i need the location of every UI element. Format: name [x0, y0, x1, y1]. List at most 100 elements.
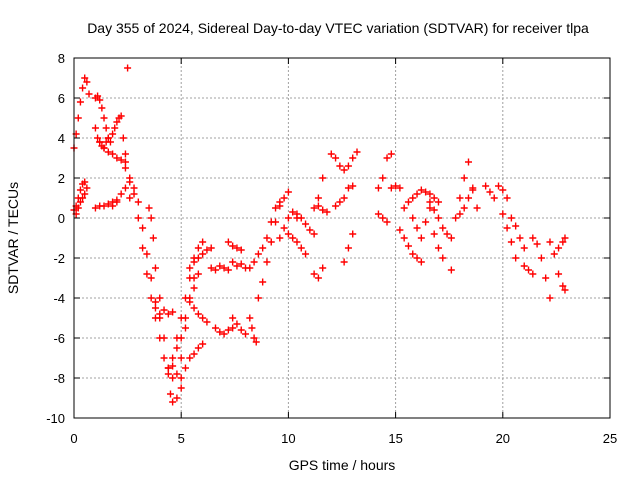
data-point	[111, 124, 119, 132]
data-point	[340, 258, 348, 266]
data-point	[229, 314, 237, 322]
y-tick-label: -2	[53, 251, 65, 266]
data-point	[561, 286, 569, 294]
series-sat-07	[109, 112, 129, 158]
data-point	[76, 186, 84, 194]
data-point	[413, 224, 421, 232]
data-point	[430, 194, 438, 202]
data-point	[340, 166, 348, 174]
data-point	[91, 124, 99, 132]
data-point	[104, 200, 112, 208]
series-sat-38	[340, 230, 357, 266]
data-point	[254, 294, 262, 302]
data-point	[276, 234, 284, 242]
data-point	[94, 92, 102, 100]
data-point	[106, 138, 114, 146]
data-point	[353, 148, 361, 156]
series-sat-32	[293, 210, 318, 238]
data-point	[314, 274, 322, 282]
data-point	[81, 74, 89, 82]
data-point	[151, 264, 159, 272]
data-point	[413, 190, 421, 198]
data-point	[289, 234, 297, 242]
data-point	[302, 220, 310, 228]
y-tick-labels: -10 -8 -6 -4 -2 0 2 4 6 8	[46, 51, 65, 426]
series-sat-20	[186, 244, 215, 272]
data-point	[156, 294, 164, 302]
data-point	[117, 156, 125, 164]
data-point	[104, 134, 112, 142]
y-axis-label: SDTVAR / TECUs	[5, 182, 21, 294]
data-point	[186, 274, 194, 282]
data-point	[456, 194, 464, 202]
data-point	[272, 204, 280, 212]
data-point	[284, 230, 292, 238]
data-point	[130, 184, 138, 192]
data-point	[495, 182, 503, 190]
data-point	[194, 254, 202, 262]
data-point	[499, 186, 507, 194]
data-point	[434, 244, 442, 252]
data-point	[224, 238, 232, 246]
data-point	[447, 266, 455, 274]
data-point	[430, 230, 438, 238]
data-point	[293, 238, 301, 246]
data-point	[126, 194, 134, 202]
series-sat-35	[314, 202, 331, 216]
series-sat-33	[310, 174, 327, 212]
data-point	[177, 374, 185, 382]
series-sat-06	[91, 196, 121, 212]
data-point	[190, 258, 198, 266]
data-point	[439, 224, 447, 232]
data-point	[417, 258, 425, 266]
series-sat-40	[374, 210, 391, 226]
data-point	[344, 184, 352, 192]
data-point	[499, 210, 507, 218]
data-point	[550, 250, 558, 258]
data-point	[139, 244, 147, 252]
series-sat-08	[109, 184, 134, 210]
data-point	[229, 242, 237, 250]
data-point	[302, 250, 310, 258]
data-point	[173, 370, 181, 378]
data-point	[186, 298, 194, 306]
data-point	[460, 174, 468, 182]
data-point	[516, 234, 524, 242]
data-point	[166, 390, 174, 398]
data-point	[237, 326, 245, 334]
data-point	[529, 234, 537, 242]
data-point	[422, 188, 430, 196]
data-point	[233, 320, 241, 328]
data-point	[121, 164, 129, 172]
data-point	[520, 262, 528, 270]
data-point	[194, 244, 202, 252]
data-point	[242, 330, 250, 338]
data-point	[276, 202, 284, 210]
data-point	[233, 244, 241, 252]
data-point	[246, 314, 254, 322]
data-point	[297, 244, 305, 252]
data-point	[344, 162, 352, 170]
data-point	[284, 188, 292, 196]
data-point	[336, 198, 344, 206]
data-point	[173, 394, 181, 402]
data-point	[164, 364, 172, 372]
data-point	[280, 224, 288, 232]
data-point	[203, 246, 211, 254]
series-sat-34	[310, 264, 327, 282]
data-point	[452, 214, 460, 222]
data-point	[224, 266, 232, 274]
data-point	[559, 238, 567, 246]
series-sat-26	[229, 314, 250, 338]
data-point	[392, 182, 400, 190]
data-point	[396, 184, 404, 192]
series-sat-27	[246, 314, 260, 346]
series-sat-53	[520, 262, 537, 278]
data-point	[190, 350, 198, 358]
data-point	[147, 274, 155, 282]
data-point	[284, 214, 292, 222]
series-sat-28	[246, 198, 284, 272]
series-sat-22	[207, 262, 232, 274]
data-point	[83, 78, 91, 86]
data-point	[512, 254, 520, 262]
